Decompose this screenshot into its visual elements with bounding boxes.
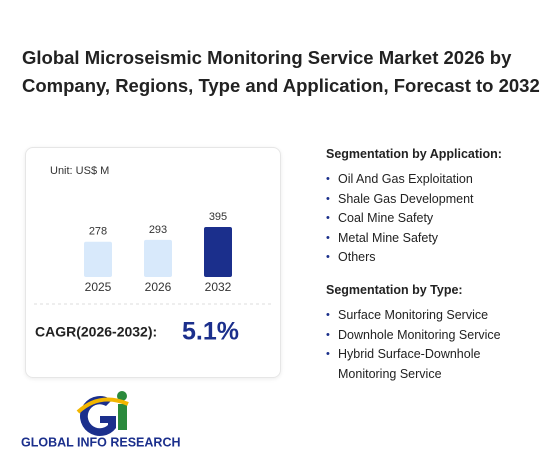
logo-i <box>118 404 127 430</box>
segment-heading: Segmentation by Application: <box>326 147 502 161</box>
cagr-value: 5.1% <box>182 318 239 346</box>
segment-item: Oil And Gas Exploitation <box>326 170 546 190</box>
logo-dot <box>117 391 127 401</box>
application-segment: Segmentation by Application: Oil And Gas… <box>326 147 546 268</box>
segment-item: Hybrid Surface-Downhole Monitoring Servi… <box>326 345 506 384</box>
segment-item: Surface Monitoring Service <box>326 306 506 326</box>
segment-list: Surface Monitoring ServiceDownhole Monit… <box>326 306 506 384</box>
segment-item: Metal Mine Safety <box>326 229 546 249</box>
cagr-label: CAGR(2026-2032): <box>35 324 157 340</box>
segment-item: Downhole Monitoring Service <box>326 326 506 346</box>
segment-item: Coal Mine Safety <box>326 209 546 229</box>
type-segment: Segmentation by Type: Surface Monitoring… <box>326 283 546 384</box>
bar <box>144 239 172 277</box>
segment-item: Shale Gas Development <box>326 190 546 210</box>
logo-graphic: GLOBAL INFO RESEARCH <box>21 391 181 449</box>
chart: Unit: US$ M CAGR(2026-2032): 5.1% 278 202… <box>34 165 272 346</box>
value-label: 278 <box>89 226 107 238</box>
bar <box>204 227 232 277</box>
x-tick-label: 2026 <box>145 280 172 294</box>
value-label: 395 <box>209 211 227 223</box>
logo: GLOBAL INFO RESEARCH <box>20 390 190 457</box>
x-tick-label: 2032 <box>205 280 232 294</box>
title: Global Microseismic Monitoring Service M… <box>22 47 540 96</box>
x-tick-label: 2025 <box>85 280 112 294</box>
segment-list: Oil And Gas ExploitationShale Gas Develo… <box>326 170 546 268</box>
bar <box>84 241 112 277</box>
logo-swoosh <box>76 397 129 414</box>
segment-heading: Segmentation by Type: <box>326 283 463 297</box>
segment-item: Others <box>326 248 546 268</box>
value-label: 293 <box>149 224 167 236</box>
logo-text: GLOBAL INFO RESEARCH <box>21 435 181 449</box>
chart-card: Unit: US$ M CAGR(2026-2032): 5.1% 278 202… <box>25 147 281 378</box>
unit: Unit: US$ M <box>50 165 109 177</box>
